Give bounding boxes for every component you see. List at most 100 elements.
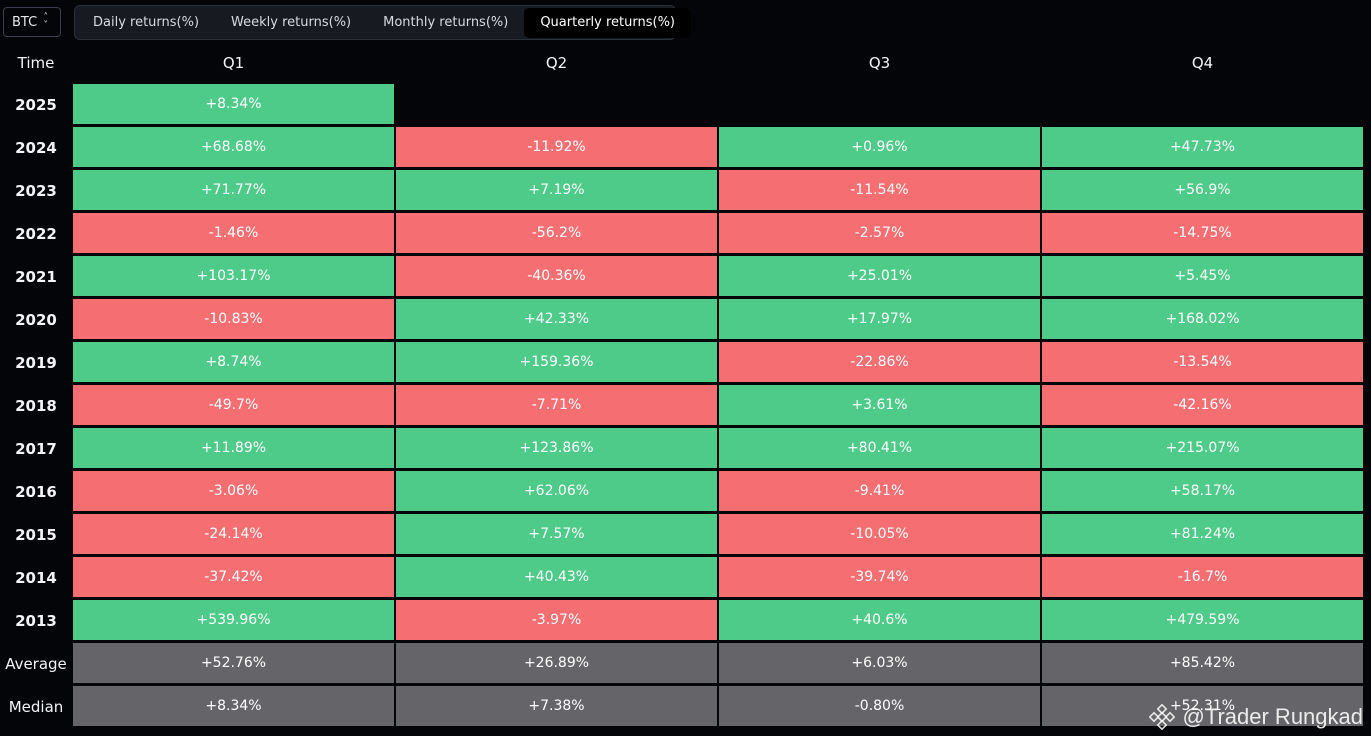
toolbar: BTC ˄ ˅ Daily returns(%) Weekly returns(%)… (0, 0, 1371, 46)
chevron-up-down-icon: ˄ ˅ (43, 12, 49, 31)
asset-select-value: BTC (12, 14, 38, 30)
return-cell: +80.41% (719, 428, 1040, 468)
return-cell: +539.96% (73, 600, 394, 640)
return-cell: +81.24% (1042, 514, 1363, 554)
table-row: 2014 -37.42% +40.43% -39.74% -16.7% (0, 556, 1371, 599)
year-label: 2022 (15, 224, 57, 243)
asset-select[interactable]: BTC ˄ ˅ (3, 7, 61, 37)
return-cell: -13.54% (1042, 342, 1363, 382)
return-cell: +123.86% (396, 428, 717, 468)
header-q3: Q3 (868, 54, 891, 72)
table-row: 2016 -3.06% +62.06% -9.41% +58.17% (0, 470, 1371, 513)
return-cell: +215.07% (1042, 428, 1363, 468)
return-cell: +17.97% (719, 299, 1040, 339)
tab-quarterly-returns[interactable]: Quarterly returns(%) (524, 7, 692, 38)
summary-label: Average (5, 654, 67, 673)
year-label: 2025 (15, 95, 57, 114)
return-cell: -3.06% (73, 471, 394, 511)
return-cell: +85.42% (1042, 643, 1363, 683)
header-q1: Q1 (222, 54, 245, 72)
year-label: 2024 (15, 138, 57, 157)
return-cell: -1.46% (73, 213, 394, 253)
year-label: 2013 (15, 611, 57, 630)
returns-tabs: Daily returns(%) Weekly returns(%) Monthly… (74, 5, 692, 40)
return-cell: +8.74% (73, 342, 394, 382)
tab-daily-returns[interactable]: Daily returns(%) (93, 15, 200, 30)
return-cell: +8.34% (73, 84, 394, 124)
return-cell: -16.7% (1042, 557, 1363, 597)
binance-logo-icon (1148, 704, 1175, 730)
return-cell: +68.68% (73, 127, 394, 167)
year-label: 2015 (15, 525, 57, 544)
empty-cell (1042, 84, 1363, 124)
return-cell: -11.92% (396, 127, 717, 167)
return-cell: -42.16% (1042, 385, 1363, 425)
return-cell: -11.54% (719, 170, 1040, 210)
table-row: 2025 +8.34% (0, 83, 1371, 126)
summary-row: Average +52.76% +26.89% +6.03% +85.42% (0, 642, 1371, 685)
return-cell: +52.31% (1042, 686, 1363, 726)
return-cell: -10.05% (719, 514, 1040, 554)
year-label: 2014 (15, 568, 57, 587)
return-cell: +62.06% (396, 471, 717, 511)
empty-cell (719, 84, 1040, 124)
return-cell: +47.73% (1042, 127, 1363, 167)
return-cell: +103.17% (73, 256, 394, 296)
table-row: 2021 +103.17% -40.36% +25.01% +5.45% (0, 255, 1371, 298)
table-body: 2025 +8.34% 2024 +68.68% -11.92% +0.96% +47.73… (0, 83, 1371, 728)
return-cell: +7.57% (396, 514, 717, 554)
table-row: 2013 +539.96% -3.97% +40.6% +479.59% (0, 599, 1371, 642)
return-cell: +40.43% (396, 557, 717, 597)
header-q4: Q4 (1191, 54, 1214, 72)
return-cell: -37.42% (73, 557, 394, 597)
return-cell: +7.38% (396, 686, 717, 726)
return-cell: +56.9% (1042, 170, 1363, 210)
summary-label: Median (8, 697, 64, 716)
return-cell: -0.80% (719, 686, 1040, 726)
return-cell: -10.83% (73, 299, 394, 339)
table-row: 2023 +71.77% +7.19% -11.54% +56.9% (0, 169, 1371, 212)
return-cell: +8.34% (73, 686, 394, 726)
return-cell: -24.14% (73, 514, 394, 554)
return-cell: +25.01% (719, 256, 1040, 296)
return-cell: -49.7% (73, 385, 394, 425)
returns-table: Time Q1 Q2 Q3 Q4 2025 +8.34% 2024 +68.68% -1… (0, 43, 1371, 728)
return-cell: +3.61% (719, 385, 1040, 425)
return-cell: -3.97% (396, 600, 717, 640)
return-cell: +71.77% (73, 170, 394, 210)
return-cell: +52.76% (73, 643, 394, 683)
year-label: 2020 (15, 310, 57, 329)
table-row: 2022 -1.46% -56.2% -2.57% -14.75% (0, 212, 1371, 255)
summary-row: Median +8.34% +7.38% -0.80% +52.31% (0, 685, 1371, 728)
return-cell: -39.74% (719, 557, 1040, 597)
return-cell: +6.03% (719, 643, 1040, 683)
year-label: 2018 (15, 396, 57, 415)
table-row: 2015 -24.14% +7.57% -10.05% +81.24% (0, 513, 1371, 556)
return-cell: -14.75% (1042, 213, 1363, 253)
year-label: 2023 (15, 181, 57, 200)
return-cell: -56.2% (396, 213, 717, 253)
tab-weekly-returns[interactable]: Weekly returns(%) (231, 15, 352, 30)
return-cell: +168.02% (1042, 299, 1363, 339)
return-cell: +5.45% (1042, 256, 1363, 296)
return-cell: +11.89% (73, 428, 394, 468)
return-cell: +0.96% (719, 127, 1040, 167)
return-cell: +42.33% (396, 299, 717, 339)
return-cell: -40.36% (396, 256, 717, 296)
return-cell: +40.6% (719, 600, 1040, 640)
table-header: Time Q1 Q2 Q3 Q4 (0, 43, 1371, 83)
return-cell: -7.71% (396, 385, 717, 425)
watermark-text: @Trader Rungkad (1182, 704, 1364, 729)
return-cell: -2.57% (719, 213, 1040, 253)
year-label: 2019 (15, 353, 57, 372)
year-label: 2021 (15, 267, 57, 286)
tab-monthly-returns[interactable]: Monthly returns(%) (383, 15, 509, 30)
table-row: 2018 -49.7% -7.71% +3.61% -42.16% (0, 384, 1371, 427)
return-cell: -22.86% (719, 342, 1040, 382)
header-time: Time (17, 54, 55, 72)
return-cell: -9.41% (719, 471, 1040, 511)
watermark: @Trader Rungkad (1148, 704, 1364, 730)
year-label: 2016 (15, 482, 57, 501)
return-cell: +7.19% (396, 170, 717, 210)
table-row: 2024 +68.68% -11.92% +0.96% +47.73% (0, 126, 1371, 169)
